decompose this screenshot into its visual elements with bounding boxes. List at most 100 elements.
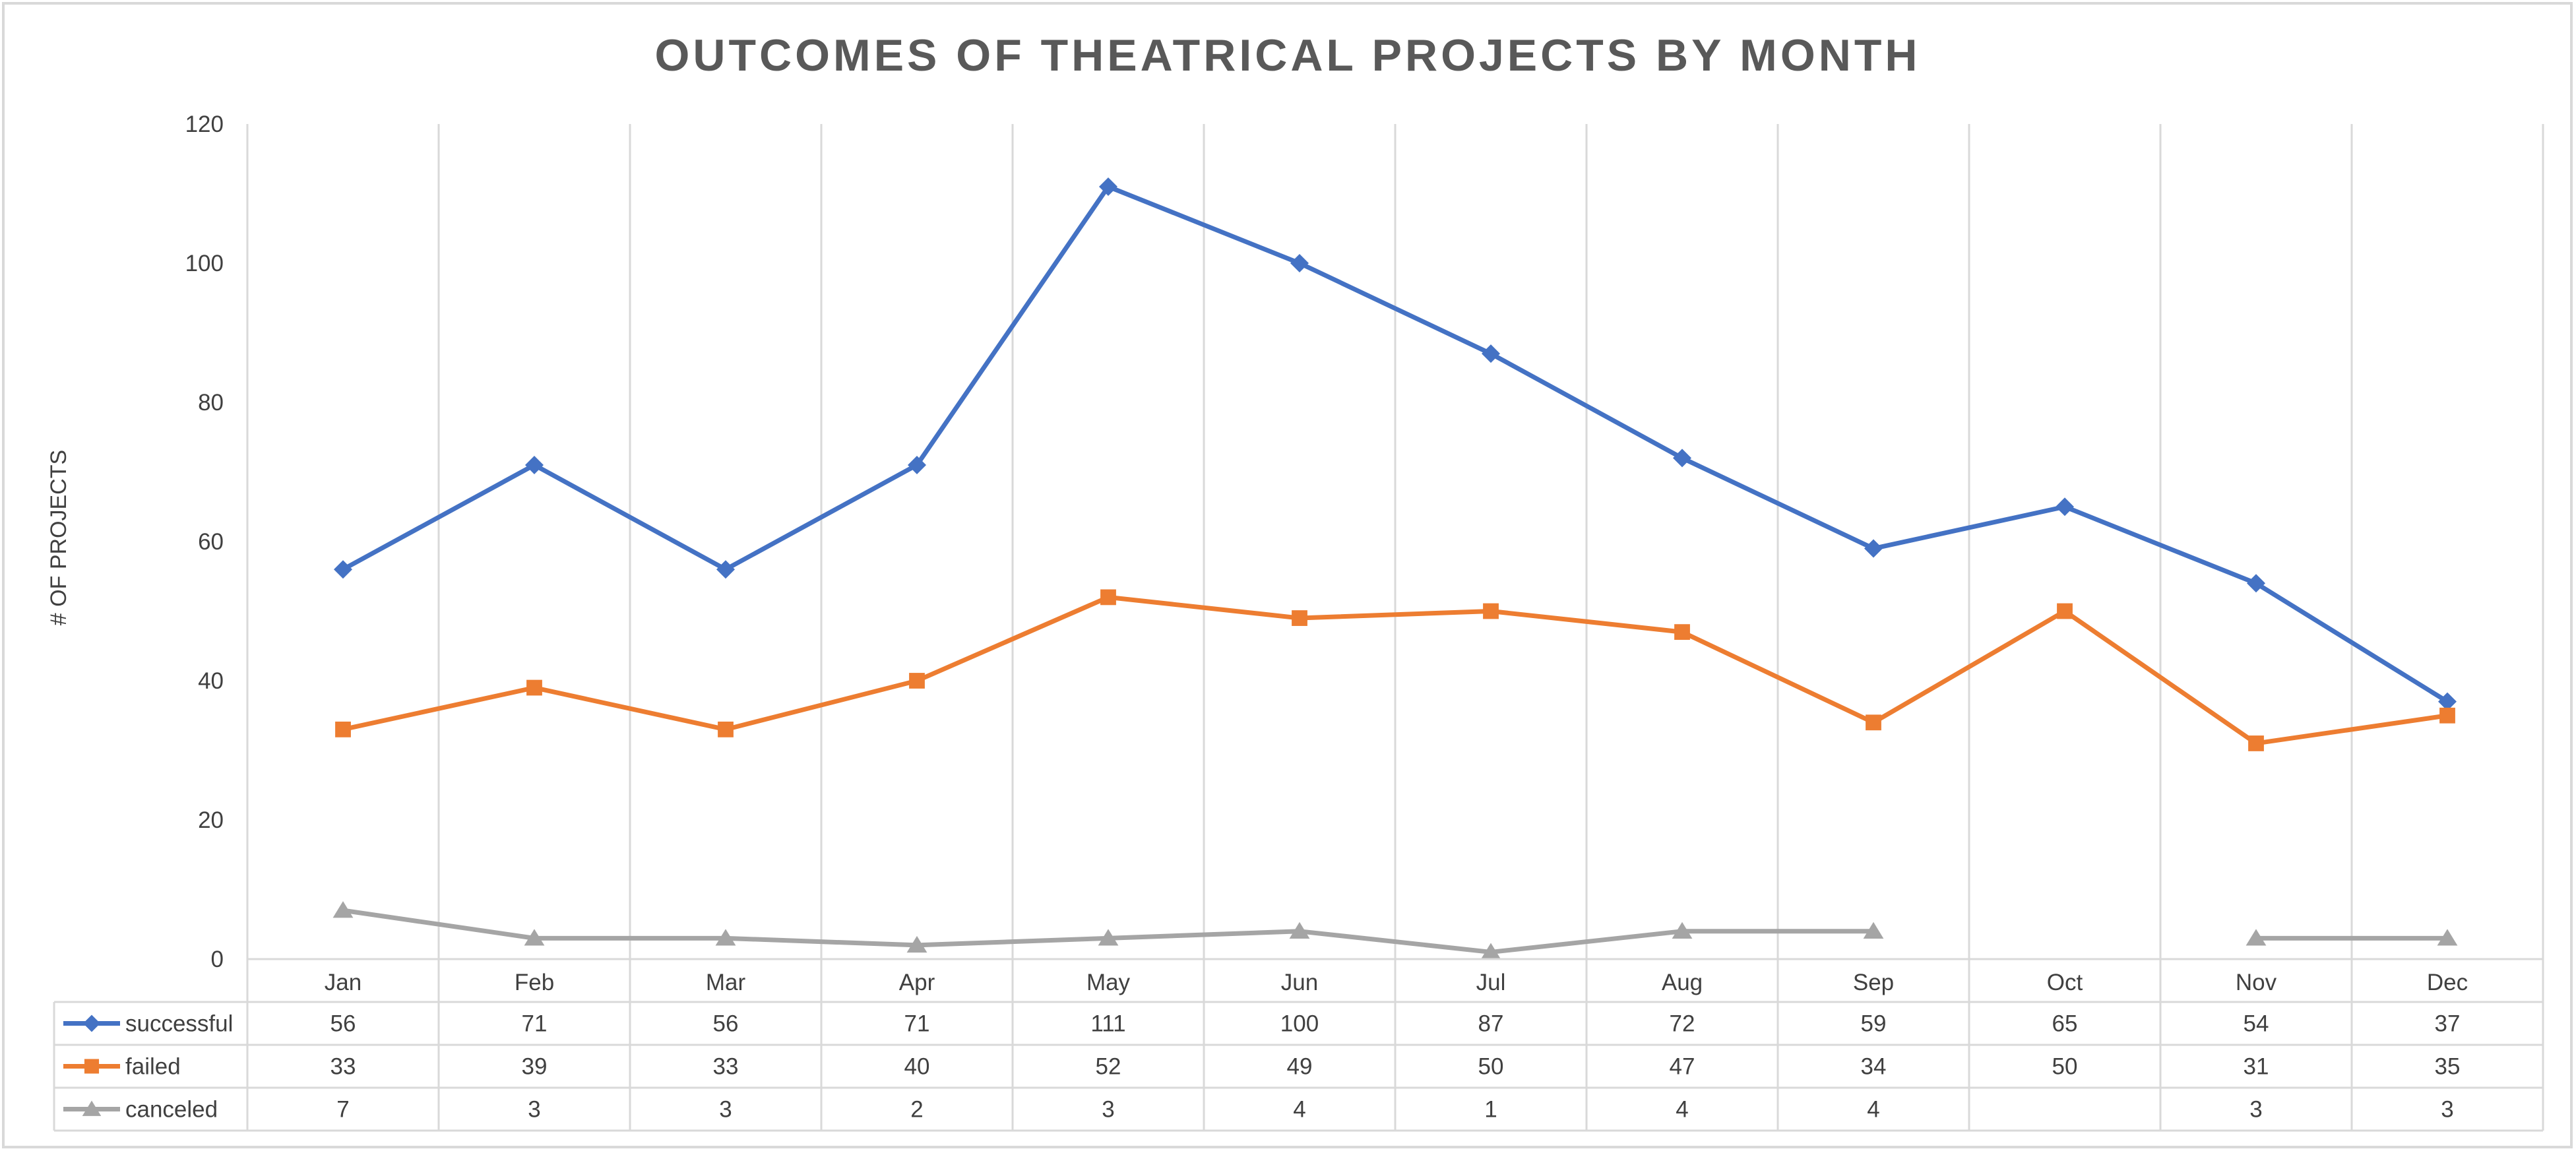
data-point-failed — [1292, 610, 1307, 626]
y-axis-ticks: 0 20 40 60 80 100 120 — [185, 111, 224, 972]
data-point-canceled — [906, 935, 927, 953]
table-cell-value: 49 — [1287, 1054, 1313, 1080]
series-lines — [332, 177, 2458, 960]
legend-entry: failed — [125, 1054, 181, 1080]
table-cell-value: 40 — [904, 1054, 930, 1080]
data-point-failed — [1866, 714, 1881, 731]
table-cell-value: 50 — [1478, 1054, 1504, 1080]
data-point-failed — [718, 721, 734, 737]
table-cell-value: 54 — [2244, 1011, 2269, 1037]
y-axis-label: # OF PROJECTS — [46, 450, 71, 625]
y-tick-label: 60 — [198, 529, 224, 555]
table-cell-value: 71 — [522, 1011, 548, 1037]
x-tick-label: Dec — [2427, 970, 2468, 995]
y-tick-label: 120 — [185, 111, 224, 137]
data-point-successful — [908, 455, 926, 474]
series-line-successful — [340, 184, 2450, 704]
legend-key-marker — [82, 1100, 102, 1116]
table-cell-value: 33 — [713, 1054, 739, 1080]
legend-key-marker — [84, 1059, 100, 1074]
chart-title: OUTCOMES OF THEATRICAL PROJECTS BY MONTH — [655, 30, 1921, 80]
data-point-canceled — [1863, 921, 1884, 939]
x-tick-label: Oct — [2047, 970, 2083, 995]
table-cell-value: 3 — [719, 1097, 732, 1123]
data-point-successful — [716, 560, 735, 579]
table-cell-value: 39 — [522, 1054, 548, 1080]
data-point-canceled — [715, 929, 736, 946]
x-tick-label: May — [1086, 970, 1131, 995]
x-tick-label: Feb — [515, 970, 554, 995]
data-point-canceled — [1098, 929, 1119, 946]
table-cell-value: 4 — [1867, 1097, 1879, 1123]
x-tick-label: Aug — [1662, 970, 1703, 995]
data-point-canceled — [524, 929, 545, 946]
series-successful — [334, 177, 2457, 711]
x-tick-label: Sep — [1853, 970, 1894, 995]
data-point-successful — [1099, 177, 1117, 196]
table-cell-value: 100 — [1280, 1011, 1319, 1037]
data-point-successful — [2056, 497, 2074, 516]
data-point-canceled — [1672, 921, 1693, 939]
table-cell-value: 87 — [1478, 1011, 1504, 1037]
x-tick-label: Mar — [706, 970, 746, 995]
gridlines — [246, 124, 2544, 1131]
data-point-successful — [1864, 539, 1883, 558]
data-point-successful — [1482, 344, 1500, 363]
data-point-canceled — [2437, 929, 2458, 946]
data-point-successful — [1290, 254, 1309, 272]
table-cell-value: 34 — [1861, 1054, 1887, 1080]
table-cell-value: 3 — [1102, 1097, 1114, 1123]
data-point-successful — [2247, 574, 2265, 593]
table-cell-value: 37 — [2435, 1011, 2461, 1037]
table-cell-value: 3 — [2441, 1097, 2453, 1123]
data-point-failed — [1100, 589, 1116, 606]
y-tick-label: 20 — [198, 807, 224, 833]
data-point-failed — [2439, 707, 2455, 724]
legend-entry: successful — [125, 1011, 233, 1037]
data-point-failed — [1483, 603, 1499, 619]
data-point-failed — [335, 721, 351, 737]
data-point-failed — [1674, 624, 1690, 640]
table-cell-value: 4 — [1293, 1097, 1305, 1123]
data-point-canceled — [2246, 929, 2267, 946]
data-point-failed — [2057, 603, 2073, 619]
table-cell-value: 3 — [528, 1097, 540, 1123]
table-cell-value: 72 — [1670, 1011, 1695, 1037]
table-cell-value: 52 — [1096, 1054, 1121, 1080]
table-cell-value: 59 — [1861, 1011, 1887, 1037]
table-cell-value: 111 — [1090, 1011, 1125, 1037]
data-point-canceled — [332, 901, 354, 918]
data-point-canceled — [1289, 921, 1310, 939]
table-cell-value: 3 — [2249, 1097, 2262, 1123]
data-point-successful — [2438, 692, 2457, 711]
table-cell-value: 4 — [1676, 1097, 1688, 1123]
data-point-failed — [909, 673, 925, 689]
x-tick-label: Apr — [899, 970, 935, 995]
x-tick-label: Nov — [2236, 970, 2277, 995]
table-cell-value: 50 — [2052, 1054, 2078, 1080]
table-cell-value: 33 — [330, 1054, 356, 1080]
y-tick-label: 100 — [185, 251, 224, 276]
data-point-canceled — [1480, 943, 1501, 960]
x-tick-label: Jul — [1476, 970, 1506, 995]
data-point-successful — [334, 560, 352, 579]
table-cell-value: 7 — [336, 1097, 349, 1123]
data-point-failed — [526, 679, 542, 696]
table-cell-value: 56 — [330, 1011, 356, 1037]
data-table: Jan Feb Mar Apr May Jun Jul Aug Sep Oct Nov Dec succ… — [53, 958, 2543, 1132]
x-tick-label: Jan — [325, 970, 361, 995]
table-cell-value: 71 — [904, 1011, 930, 1037]
table-cell-value: 35 — [2435, 1054, 2461, 1080]
y-tick-label: 40 — [198, 668, 224, 694]
table-cell-value: 1 — [1484, 1097, 1497, 1123]
series-failed — [335, 589, 2455, 751]
table-cell-value: 47 — [1670, 1054, 1695, 1080]
data-point-failed — [2248, 735, 2264, 751]
table-cell-value: 2 — [910, 1097, 923, 1123]
legend-key-marker — [83, 1015, 100, 1032]
data-point-successful — [1673, 449, 1691, 468]
table-cell-value: 65 — [2052, 1011, 2078, 1037]
